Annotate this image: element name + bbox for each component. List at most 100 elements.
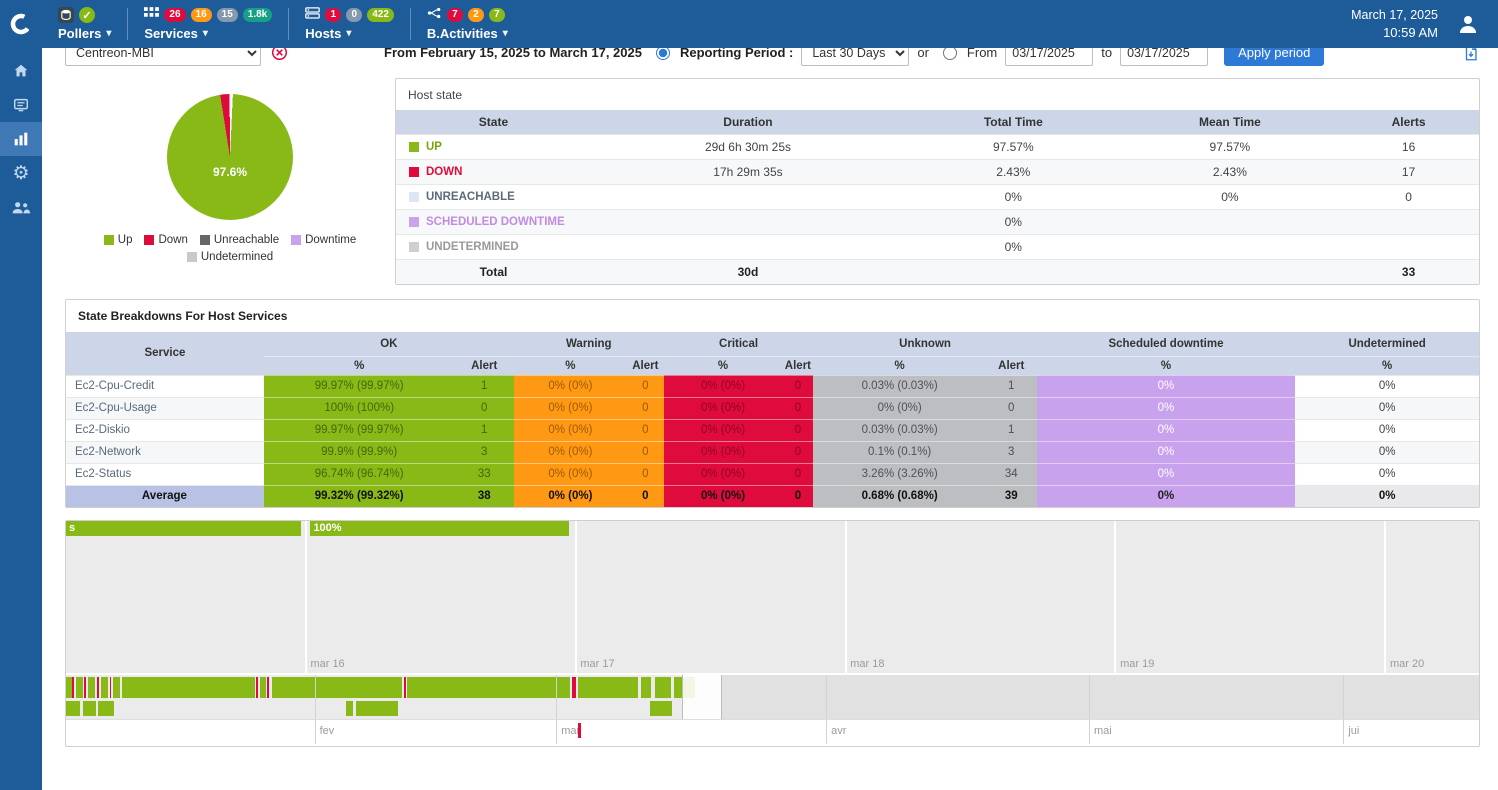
services-label: Services [144,26,198,41]
bactivities-critical-badge[interactable]: 7 [447,8,463,22]
timeline-segment [256,677,258,698]
pie-value-label: 97.6% [213,165,247,179]
service-link[interactable]: Ec2-Status [66,463,264,485]
availability-pie: 97.6% [167,94,293,220]
timeline-segment [101,677,109,698]
user-menu-icon[interactable] [1456,12,1480,36]
timeline-segment [267,677,269,698]
service-link[interactable]: Ec2-Diskio [66,419,264,441]
pie-legend: Up Down Unreachable Downtime Undetermine… [90,234,370,263]
services-unknown-badge[interactable]: 15 [217,8,238,22]
chevron-down-icon: ▾ [503,28,508,39]
legend-item-unreachable: Unreachable [200,234,279,246]
timeline-segment [76,677,83,698]
pollers-label: Pollers [58,26,101,41]
clock: March 17, 2025 10:59 AM [1351,6,1438,43]
sidebar-item-home[interactable] [0,54,42,88]
timeline-segment [113,677,119,698]
availability-timeline-panel: mar 16mar 17mar 18mar 19mar 20s100% fev m… [65,520,1480,747]
table-row: UP 29d 6h 30m 25s 97.57% 97.57% 16 [396,134,1479,159]
day-gridline [305,521,307,673]
users-icon [11,200,31,215]
timeline-segment [655,677,671,698]
sidebar: ⚙ [0,48,42,790]
month-gridline [315,720,316,744]
host-state-title: Host state [396,79,1479,110]
month-label: mai [1094,725,1112,737]
month-gridline [1343,720,1344,744]
hosts-unreachable-badge[interactable]: 0 [346,8,362,22]
menu-services[interactable]: 26 16 15 1.8k Services ▾ [128,0,288,48]
host-state-total-row: Total 30d 33 [396,259,1479,284]
monitoring-icon [12,96,30,114]
services-ok-badge[interactable]: 1.8k [243,8,272,22]
legend-item-undetermined: Undetermined [187,251,273,263]
up-color-swatch [409,142,419,152]
timeline-brush[interactable] [66,673,1479,719]
timeline-segment [260,677,266,698]
timeline-segment [404,677,406,698]
breakdown-sub-header-row: %Alert %Alert %Alert %Alert % % [66,356,1479,375]
timeline-segment [66,677,72,698]
menu-hosts[interactable]: 1 0 422 Hosts ▾ [289,0,410,48]
breakdown-average-row: Average 99.32% (99.32%) 38 0% (0%) 0 0% … [66,485,1479,507]
legend-item-down: Down [144,234,187,246]
timeline-segment [356,701,398,716]
month-gridline [826,675,827,719]
sidebar-item-reporting[interactable] [0,122,42,156]
month-gridline [826,720,827,744]
legend-item-downtime: Downtime [291,234,356,246]
downtime-color-swatch [409,217,419,227]
state-breakdowns-table: Service OK Warning Critical Unknown Sche… [66,332,1479,507]
service-link[interactable]: Ec2-Cpu-Usage [66,397,264,419]
timeline-chart[interactable]: mar 16mar 17mar 18mar 19mar 20s100% [66,521,1479,673]
sidebar-item-administration[interactable] [0,190,42,224]
month-label: fev [320,725,335,737]
month-gridline [1089,675,1090,719]
current-date-tick [578,723,581,738]
unreachable-color-swatch [409,192,419,202]
poller-database-icon [58,7,74,23]
unreachable-color-swatch [200,235,210,245]
day-label: mar 16 [310,658,344,670]
hosts-down-badge[interactable]: 1 [325,8,341,22]
timeline-segment [97,677,99,698]
brush-track-primary [66,677,1479,698]
timeline-month-axis: fevmaravrmaijui [66,719,1479,744]
sidebar-item-configuration[interactable]: ⚙ [0,156,42,190]
centreon-logo[interactable] [0,0,42,48]
month-gridline [556,675,557,719]
sidebar-item-monitoring[interactable] [0,88,42,122]
timeline-segment [641,677,651,698]
timeline-segment [578,677,637,698]
brush-selection-window[interactable] [682,675,722,719]
menu-bactivities[interactable]: 7 2 7 B.Activities ▾ [411,0,524,48]
bactivities-warning-badge[interactable]: 2 [468,8,484,22]
host-state-header-row: State Duration Total Time Mean Time Aler… [396,110,1479,134]
hosts-up-badge[interactable]: 422 [367,8,394,22]
current-time: 10:59 AM [1351,24,1438,43]
table-row: DOWN 17h 29m 35s 2.43% 2.43% 17 [396,159,1479,184]
menu-pollers[interactable]: ✓ Pollers ▾ [42,0,127,48]
down-color-swatch [144,235,154,245]
chevron-down-icon: ▾ [106,28,111,39]
table-row: Ec2-Status 96.74% (96.74%) 33 0% (0%) 0 … [66,463,1479,485]
chevron-down-icon: ▾ [346,28,351,39]
table-row: UNREACHABLE 0% 0% 0 [396,184,1479,209]
day-gridline [1114,521,1116,673]
services-warning-badge[interactable]: 16 [191,8,212,22]
service-link[interactable]: Ec2-Cpu-Credit [66,375,264,397]
bactivities-ok-badge[interactable]: 7 [489,8,505,22]
timeline-segment [84,677,86,698]
breakdown-group-header-row: Service OK Warning Critical Unknown Sche… [66,332,1479,356]
timeline-segment [110,677,112,698]
service-link[interactable]: Ec2-Network [66,441,264,463]
services-grid-icon [144,6,159,24]
services-critical-badge[interactable]: 26 [164,8,185,22]
top-menu-bar: ✓ Pollers ▾ 26 16 15 1.8k Services ▾ [42,0,524,48]
month-gridline [1089,720,1090,744]
gear-icon: ⚙ [12,164,29,183]
centreon-logo-icon [9,12,33,36]
timeline-segment [88,677,95,698]
month-label: jui [1348,725,1359,737]
